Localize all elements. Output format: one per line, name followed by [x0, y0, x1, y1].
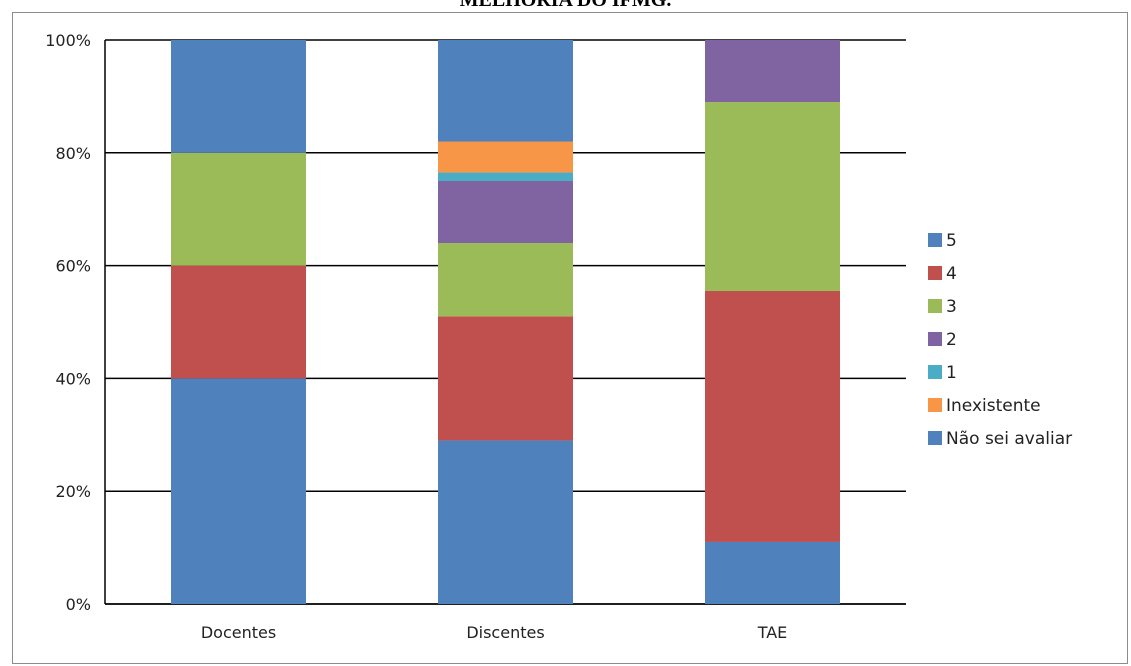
- bar-segment: [438, 172, 573, 181]
- legend-swatch: [928, 266, 942, 280]
- y-tick-label: 60%: [55, 257, 91, 276]
- legend-label: Não sei avaliar: [946, 429, 1072, 449]
- x-tick-label: Discentes: [466, 623, 544, 642]
- bar-segment: [705, 102, 840, 291]
- y-tick-label: 20%: [55, 482, 91, 501]
- bar-segment: [171, 265, 306, 379]
- bar-segment: [438, 316, 573, 441]
- bar-segment: [438, 141, 573, 173]
- y-tick-label: 0%: [66, 595, 91, 614]
- bar-segment: [705, 541, 840, 604]
- legend-swatch: [928, 398, 942, 412]
- legend-label: 3: [946, 297, 957, 317]
- legend-swatch: [928, 431, 942, 445]
- bar-segment: [438, 440, 573, 604]
- legend-swatch: [928, 233, 942, 247]
- legend-swatch: [928, 332, 942, 346]
- legend-label: 2: [946, 330, 957, 350]
- bar-segment: [438, 181, 573, 244]
- chart-frame: 0% 20% 40% 60% 80% 100% Docentes Discentes TAE 5 4…: [12, 12, 1128, 664]
- x-tick-label: TAE: [757, 623, 788, 642]
- y-tick-label: 80%: [55, 144, 91, 163]
- x-tick-label: Docentes: [201, 623, 276, 642]
- bar-segment: [705, 40, 840, 103]
- legend-swatch: [928, 299, 942, 313]
- bar-segment: [438, 40, 573, 142]
- page-title: MELHORIA DO IFMG.: [459, 0, 672, 11]
- stacked-bar-chart: 0% 20% 40% 60% 80% 100% Docentes Discentes TAE 5 4…: [45, 31, 1072, 642]
- bar-segment: [705, 290, 840, 542]
- legend-label: Inexistente: [946, 396, 1041, 416]
- legend-swatch: [928, 365, 942, 379]
- bar-segment: [171, 378, 306, 604]
- y-tick-label: 40%: [55, 369, 91, 388]
- legend-label: 1: [946, 363, 957, 383]
- legend-label: 5: [946, 231, 957, 251]
- legend-label: 4: [946, 264, 957, 284]
- y-tick-label: 100%: [45, 31, 91, 50]
- bar-segment: [438, 243, 573, 317]
- bar-segment: [171, 40, 306, 153]
- bar-segment: [171, 152, 306, 266]
